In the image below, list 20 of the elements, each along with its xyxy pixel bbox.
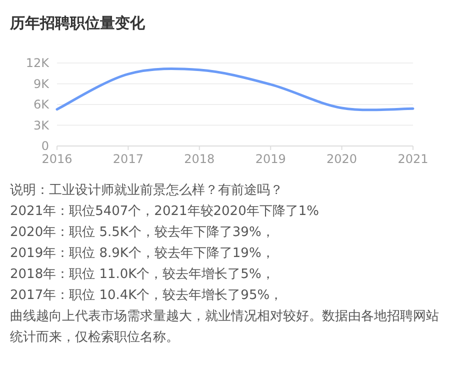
y-tick-label: 9K <box>33 76 50 91</box>
text: 2017年：职位 10.4K个，较去年增长了95%， <box>10 287 284 305</box>
line-series <box>56 68 414 112</box>
text: 说明：工业设计师就业前景怎么样？有前途吗？ <box>10 182 284 200</box>
x-tick-label: 2016 <box>42 152 72 166</box>
x-tick-label: 2021 <box>398 152 428 166</box>
y-tick-label: 6K <box>33 98 50 112</box>
text: 2021年：职位5407个，2021年较2020年下降了1% <box>10 203 320 221</box>
x-tick-label: 2019 <box>255 152 286 166</box>
text: 曲线越向上代表市场需求量越大，就业情况相对较好。数据由各地招聘网站统计而来，仅检索职位名称。 <box>10 308 440 347</box>
x-tick-label: 2018 <box>184 152 215 166</box>
x-tick-label: 2017 <box>112 152 144 166</box>
y-tick-label: 0 <box>41 139 49 153</box>
text: 2018年：职位 11.0K个，较去年增长了5%， <box>10 266 276 284</box>
text: 2020年：职位 5.5K个，较去年下降了39%， <box>10 224 276 242</box>
y-tick-label: 12K <box>26 56 50 70</box>
text: 2019年：职位 8.9K个，较去年下降了19%， <box>10 245 276 263</box>
y-tick-label: 3K <box>33 118 50 132</box>
chart-title: 历年招聘职位量变化 <box>10 14 145 33</box>
x-tick-label: 2020 <box>326 152 358 166</box>
